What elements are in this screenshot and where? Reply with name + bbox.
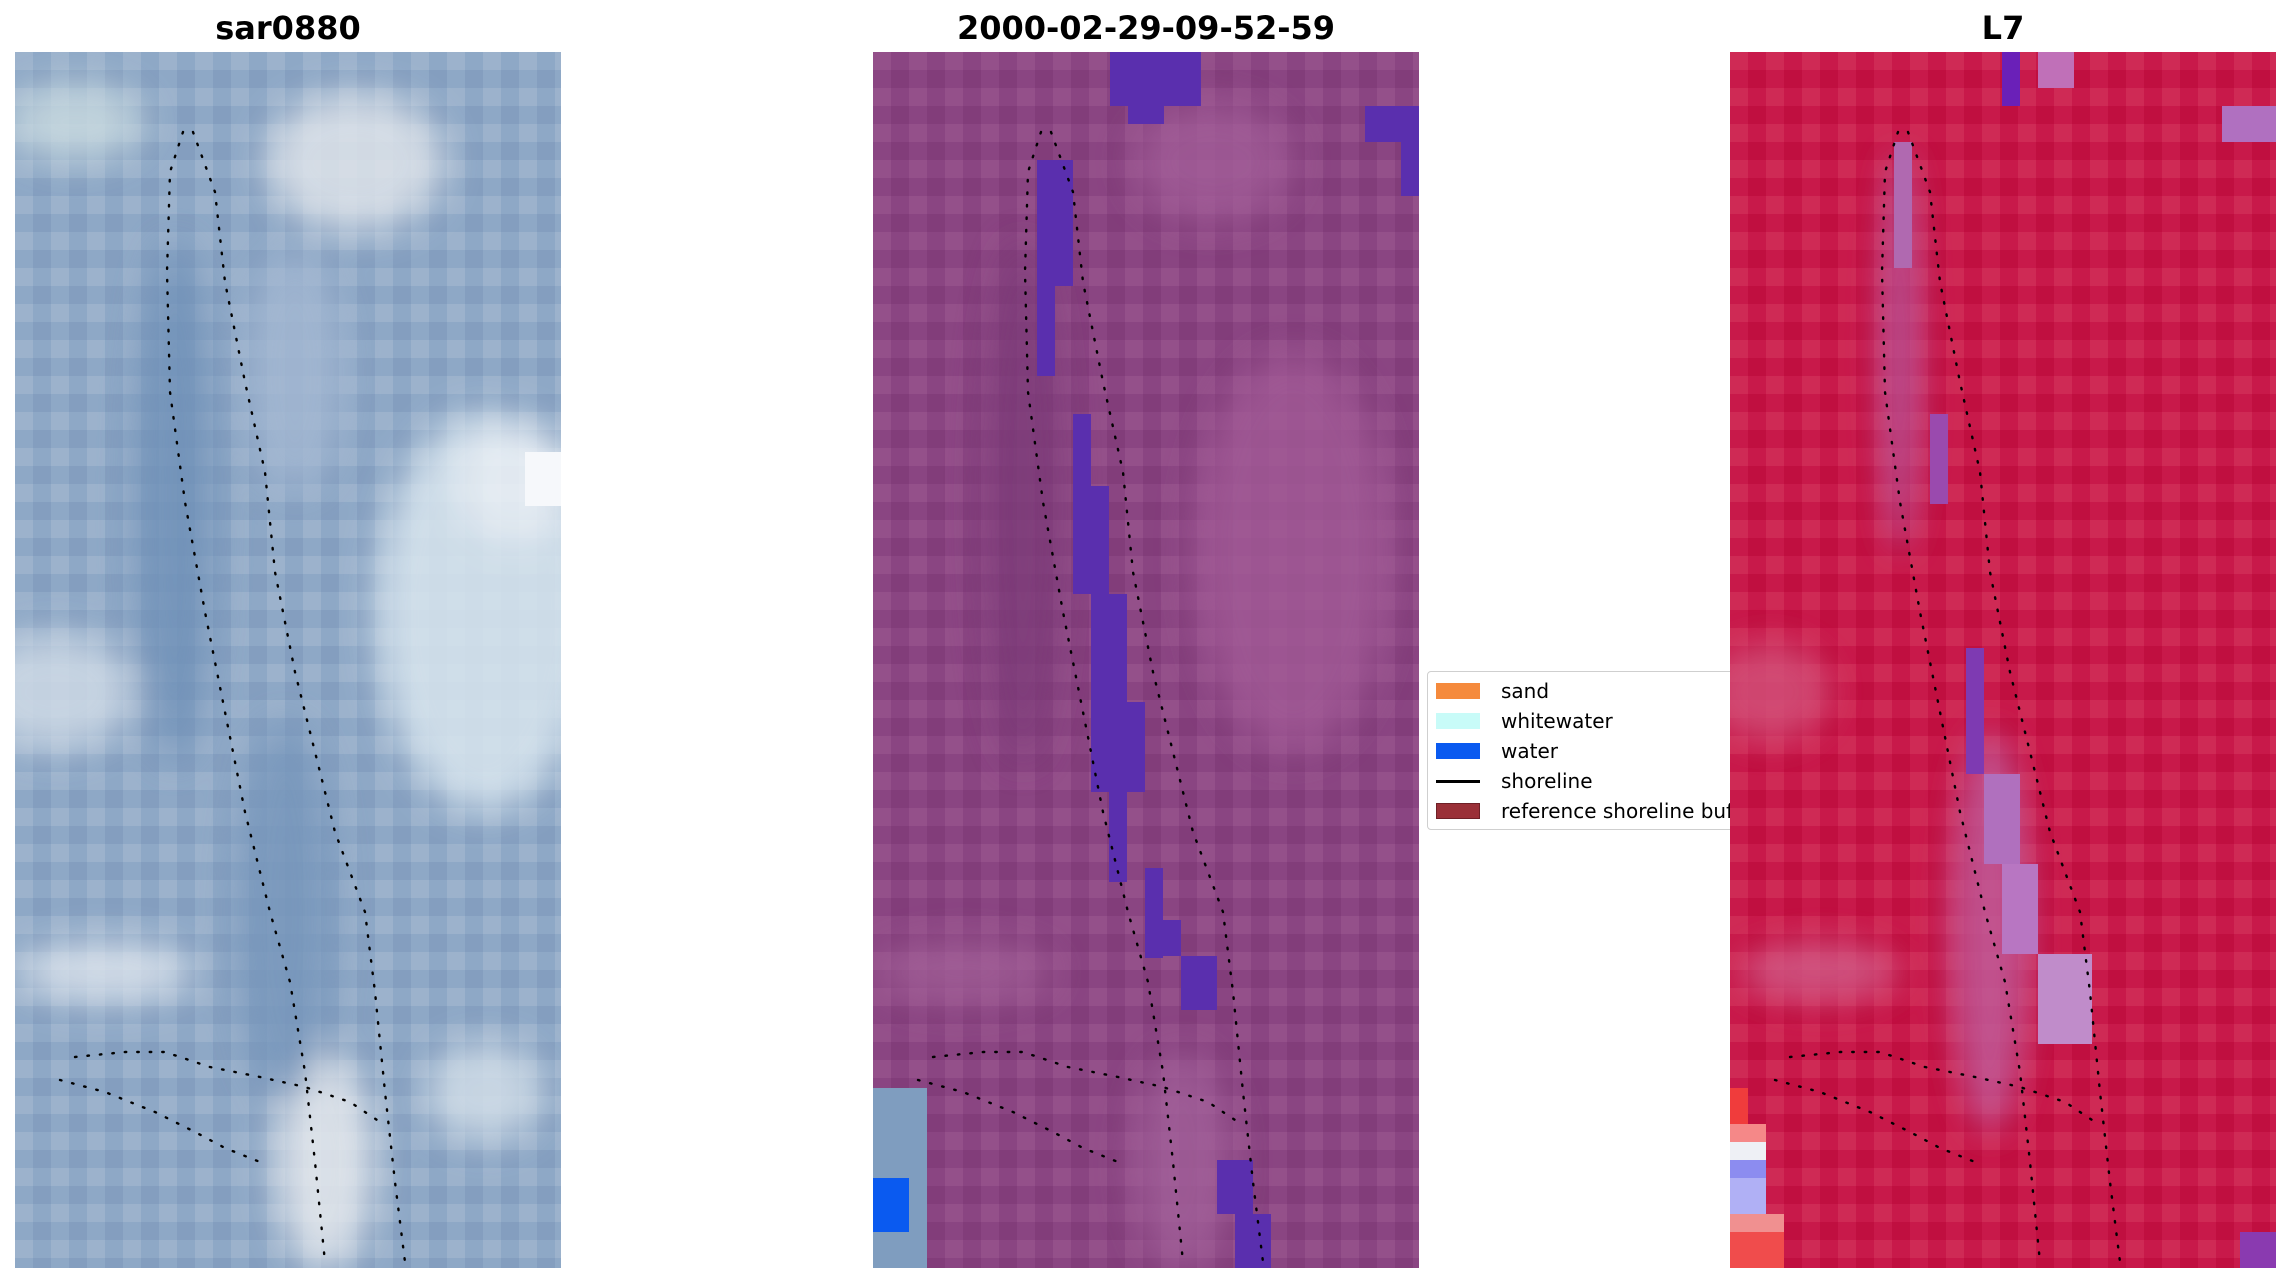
classified-image xyxy=(873,52,1419,1268)
shoreline-dots xyxy=(1773,130,2122,1264)
shoreline-dots xyxy=(58,130,407,1264)
shoreline-dots xyxy=(916,130,1265,1264)
legend-label-whitewater: whitewater xyxy=(1501,709,1613,733)
index-highlight-pixels xyxy=(1730,52,2276,1268)
rgb-image-panel xyxy=(15,52,561,1268)
panel-title-index: L7 xyxy=(1981,9,2025,47)
water-class-pixels xyxy=(1037,52,1419,1268)
rgb-image xyxy=(15,52,561,1268)
legend: sand whitewater water shoreline referenc… xyxy=(1427,671,1737,830)
legend-label-sand: sand xyxy=(1501,679,1550,703)
panel-title-rgb: sar0880 xyxy=(215,9,361,47)
classified-image-panel xyxy=(873,52,1419,1268)
legend-swatch-reference-buffer xyxy=(1436,803,1480,819)
index-image xyxy=(1730,52,2276,1268)
legend-swatch-whitewater xyxy=(1436,713,1480,729)
index-image-panel xyxy=(1730,52,2276,1268)
legend-label-reference-buffer: reference shoreline buffer xyxy=(1501,799,1737,823)
legend-label-water: water xyxy=(1501,739,1558,763)
legend-label-shoreline: shoreline xyxy=(1501,769,1593,793)
legend-swatch-sand xyxy=(1436,683,1480,699)
panel-title-classified: 2000-02-29-09-52-59 xyxy=(956,9,1336,47)
legend-line-shoreline xyxy=(1436,780,1480,783)
legend-swatch-water xyxy=(1436,743,1480,759)
